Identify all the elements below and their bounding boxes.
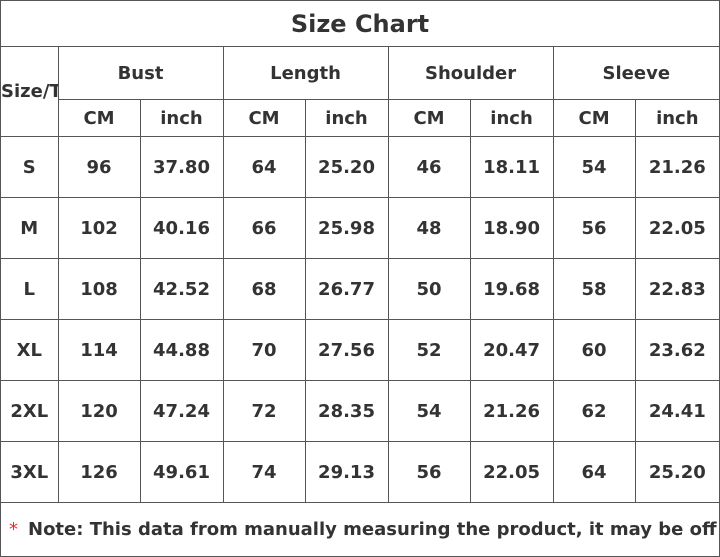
chart-title: Size Chart (1, 1, 719, 47)
size-cell: XL (1, 319, 59, 381)
size-cell: L (1, 258, 59, 320)
size-column-header: Size/Ta (1, 47, 59, 137)
size-cell: 2XL (1, 380, 59, 442)
measurement-cell: 120 (57, 380, 141, 442)
measurement-cell: 27.56 (304, 319, 389, 381)
table-row: S 96 37.80 64 25.20 46 18.11 54 21.26 (1, 136, 720, 198)
measurement-cell: 47.24 (139, 380, 224, 442)
size-cell: 3XL (1, 441, 59, 503)
measurement-cell: 108 (57, 258, 141, 320)
measurement-cell: 18.11 (469, 136, 554, 198)
measurement-cell: 24.41 (634, 380, 720, 442)
measurement-cell: 25.20 (634, 441, 720, 503)
unit-header-inch: inch (634, 99, 720, 137)
measurement-cell: 56 (552, 197, 636, 259)
unit-header-cm: CM (387, 99, 471, 137)
measurement-cell: 49.61 (139, 441, 224, 503)
size-table: Size/Ta Bust Length Shoulder Sleeve CM i… (1, 47, 720, 503)
measurement-cell: 64 (552, 441, 636, 503)
size-cell: S (1, 136, 59, 198)
group-header-sleeve: Sleeve (552, 47, 720, 100)
measurement-cell: 114 (57, 319, 141, 381)
measurement-cell: 25.98 (304, 197, 389, 259)
measurement-cell: 74 (222, 441, 306, 503)
measurement-cell: 48 (387, 197, 471, 259)
unit-header-row: CM inch CM inch CM inch CM inch (1, 99, 720, 137)
measurement-cell: 44.88 (139, 319, 224, 381)
measurement-cell: 29.13 (304, 441, 389, 503)
measurement-cell: 23.62 (634, 319, 720, 381)
unit-header-inch: inch (139, 99, 224, 137)
measurement-cell: 28.35 (304, 380, 389, 442)
measurement-cell: 42.52 (139, 258, 224, 320)
measurement-cell: 54 (387, 380, 471, 442)
measurement-cell: 72 (222, 380, 306, 442)
measurement-note: * Note: This data from manually measuring… (1, 503, 719, 556)
measurement-cell: 18.90 (469, 197, 554, 259)
table-row: M 102 40.16 66 25.98 48 18.90 56 22.05 (1, 197, 720, 259)
measurement-cell: 40.16 (139, 197, 224, 259)
measurement-cell: 19.68 (469, 258, 554, 320)
measurement-cell: 52 (387, 319, 471, 381)
measurement-cell: 66 (222, 197, 306, 259)
group-header-length: Length (222, 47, 389, 100)
measurement-cell: 22.83 (634, 258, 720, 320)
unit-header-cm: CM (222, 99, 306, 137)
table-row: XL 114 44.88 70 27.56 52 20.47 60 23.62 (1, 319, 720, 381)
measurement-cell: 96 (57, 136, 141, 198)
group-header-shoulder: Shoulder (387, 47, 554, 100)
measurement-cell: 126 (57, 441, 141, 503)
measurement-cell: 102 (57, 197, 141, 259)
measurement-cell: 70 (222, 319, 306, 381)
measurement-cell: 37.80 (139, 136, 224, 198)
unit-header-inch: inch (304, 99, 389, 137)
measurement-cell: 60 (552, 319, 636, 381)
measurement-cell: 22.05 (469, 441, 554, 503)
measurement-cell: 50 (387, 258, 471, 320)
measurement-cell: 62 (552, 380, 636, 442)
measurement-cell: 58 (552, 258, 636, 320)
measurement-cell: 22.05 (634, 197, 720, 259)
table-row: 3XL 126 49.61 74 29.13 56 22.05 64 25.20 (1, 441, 720, 503)
measurement-cell: 26.77 (304, 258, 389, 320)
note-text: Note: This data from manually measuring … (28, 519, 719, 540)
measurement-cell: 20.47 (469, 319, 554, 381)
measurement-cell: 21.26 (634, 136, 720, 198)
measurement-cell: 64 (222, 136, 306, 198)
unit-header-cm: CM (58, 99, 141, 137)
note-asterisk: * (9, 519, 18, 540)
unit-header-inch: inch (469, 99, 554, 137)
measurement-cell: 68 (222, 258, 306, 320)
table-row: L 108 42.52 68 26.77 50 19.68 58 22.83 (1, 258, 720, 320)
size-cell: M (1, 197, 59, 259)
measurement-cell: 46 (387, 136, 471, 198)
group-header-bust: Bust (57, 47, 224, 100)
table-row: 2XL 120 47.24 72 28.35 54 21.26 62 24.41 (1, 380, 720, 442)
measurement-cell: 25.20 (304, 136, 389, 198)
group-header-row: Size/Ta Bust Length Shoulder Sleeve (1, 47, 720, 137)
measurement-cell: 56 (387, 441, 471, 503)
measurement-cell: 21.26 (469, 380, 554, 442)
unit-header-cm: CM (552, 99, 636, 137)
measurement-cell: 54 (552, 136, 636, 198)
